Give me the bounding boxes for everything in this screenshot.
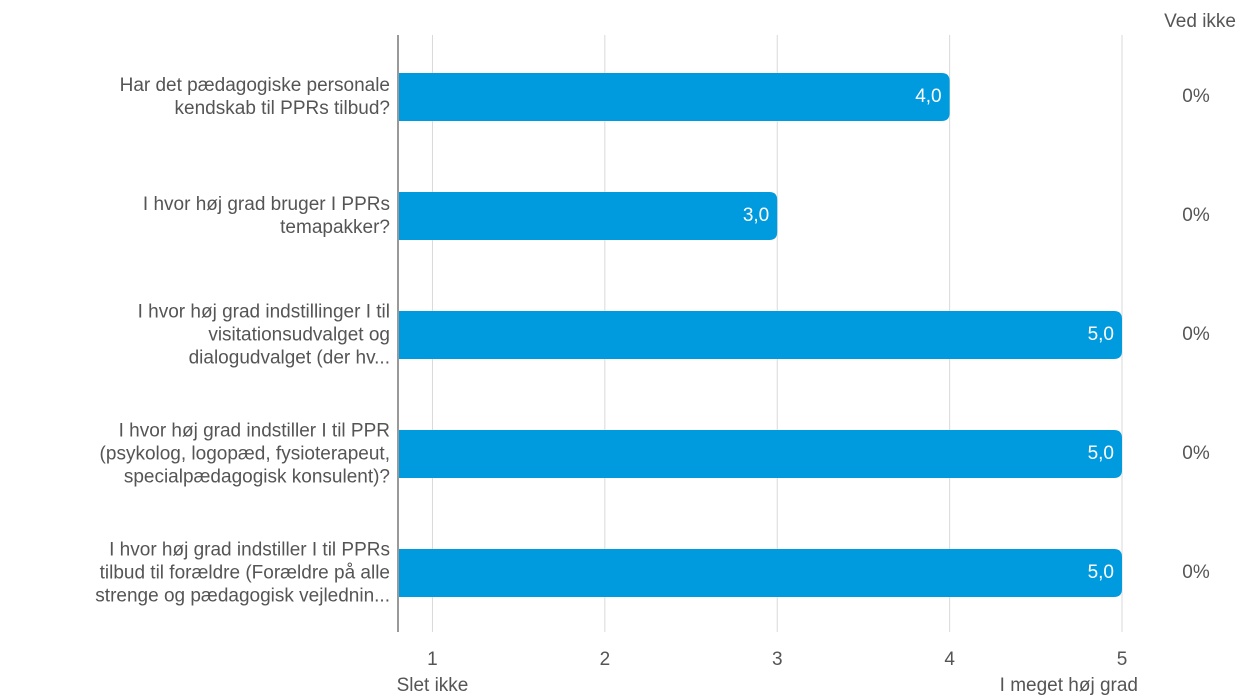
value-label: 3,0 xyxy=(743,205,769,226)
value-label: 4,0 xyxy=(915,86,941,107)
bar xyxy=(399,73,950,121)
x-tick-label: 5 xyxy=(1117,649,1128,670)
value-label: 5,0 xyxy=(1088,443,1114,464)
scale-high-label: I meget høj grad xyxy=(1000,675,1138,695)
scale-low-label: Slet ikke xyxy=(397,675,469,695)
ved-ikke-value: 0% xyxy=(1182,86,1210,107)
category-label: I hvor høj grad indstillinger I til visi… xyxy=(137,301,390,369)
x-tick-label: 4 xyxy=(944,649,955,670)
ved-ikke-value: 0% xyxy=(1182,443,1210,464)
x-tick-label: 1 xyxy=(427,649,438,670)
ved-ikke-value: 0% xyxy=(1182,562,1210,583)
category-label: I hvor høj grad bruger I PPRs temapakker… xyxy=(142,194,390,238)
category-label: I hvor høj grad indstiller I til PPRs ti… xyxy=(95,539,390,607)
x-tick-label: 2 xyxy=(600,649,611,670)
x-tick-label: 3 xyxy=(772,649,783,670)
value-label: 5,0 xyxy=(1088,324,1114,345)
bar xyxy=(399,311,1122,359)
bar xyxy=(399,192,778,240)
ved-ikke-value: 0% xyxy=(1182,324,1210,345)
bar xyxy=(399,549,1122,597)
bar xyxy=(399,430,1122,478)
value-label: 5,0 xyxy=(1088,562,1114,583)
ved-ikke-value: 0% xyxy=(1182,205,1210,226)
ved-ikke-title: Ved ikke xyxy=(1164,11,1236,32)
category-label: I hvor høj grad indstiller I til PPR (ps… xyxy=(99,420,390,488)
category-label: Har det pædagogiske personale kendskab t… xyxy=(119,75,390,119)
